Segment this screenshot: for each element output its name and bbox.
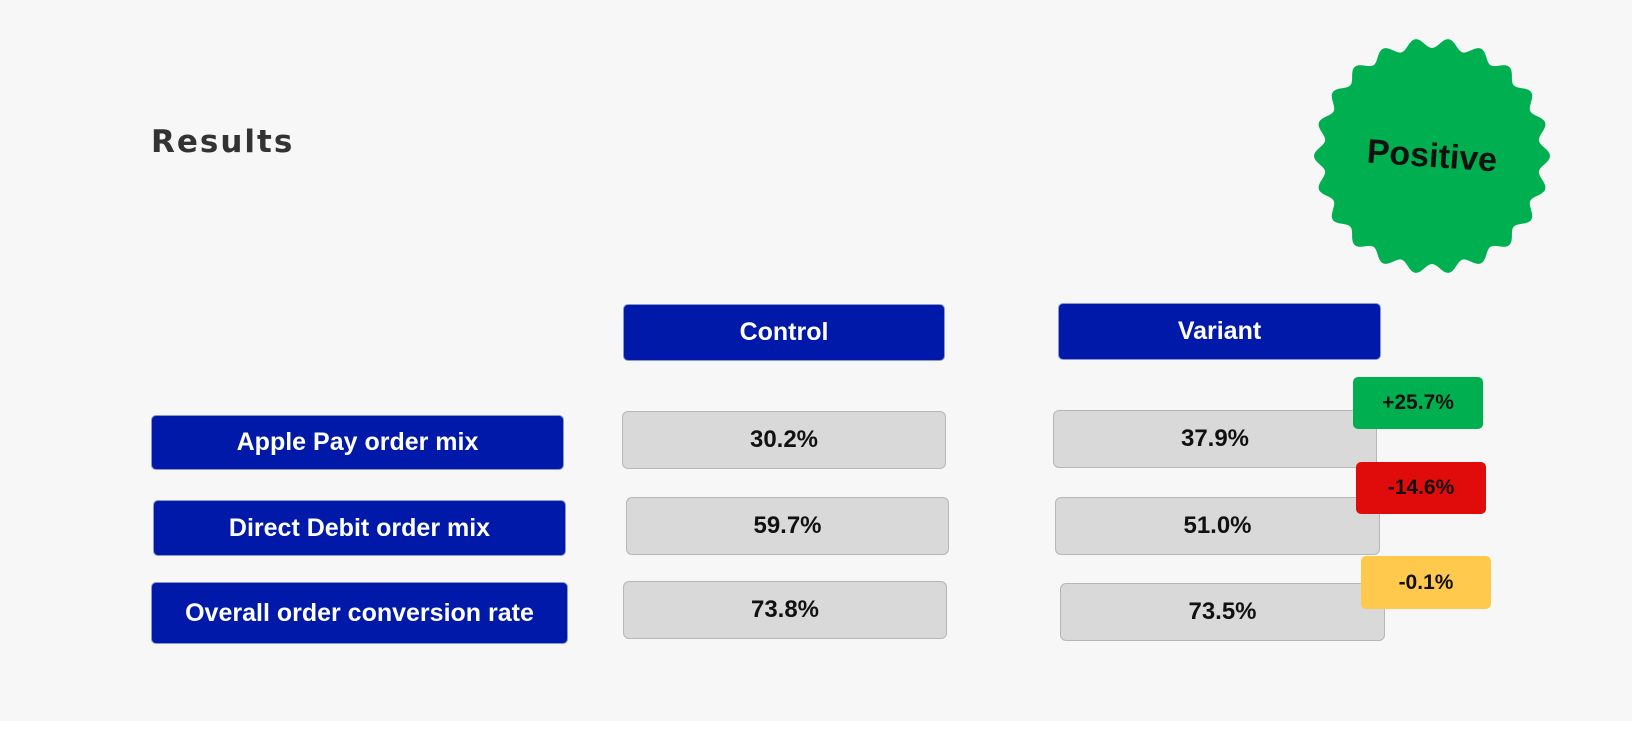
starburst-icon	[1314, 39, 1550, 273]
variant-value-apple-pay: 37.9%	[1053, 410, 1377, 468]
variant-value-overall-conversion: 73.5%	[1060, 583, 1385, 641]
row-label-overall-conversion: Overall order conversion rate	[151, 582, 568, 644]
control-value-apple-pay: 30.2%	[622, 411, 946, 469]
delta-badge-apple-pay: +25.7%	[1353, 377, 1483, 429]
delta-badge-overall-conversion: -0.1%	[1361, 556, 1491, 609]
positive-badge: Positive	[1312, 36, 1552, 276]
delta-text-direct-debit: -14.6%	[1387, 476, 1455, 499]
column-header-control: Control	[623, 304, 945, 361]
badge-label: Positive	[1365, 131, 1499, 180]
control-value-overall-conversion: 73.8%	[623, 581, 947, 639]
delta-badge-direct-debit: -14.6%	[1356, 462, 1486, 514]
row-label-apple-pay: Apple Pay order mix	[151, 415, 564, 470]
variant-value-direct-debit: 51.0%	[1055, 497, 1380, 555]
control-value-direct-debit: 59.7%	[626, 497, 949, 555]
column-header-variant: Variant	[1058, 303, 1381, 360]
row-label-direct-debit: Direct Debit order mix	[153, 500, 566, 556]
page-title: Results	[151, 124, 295, 160]
